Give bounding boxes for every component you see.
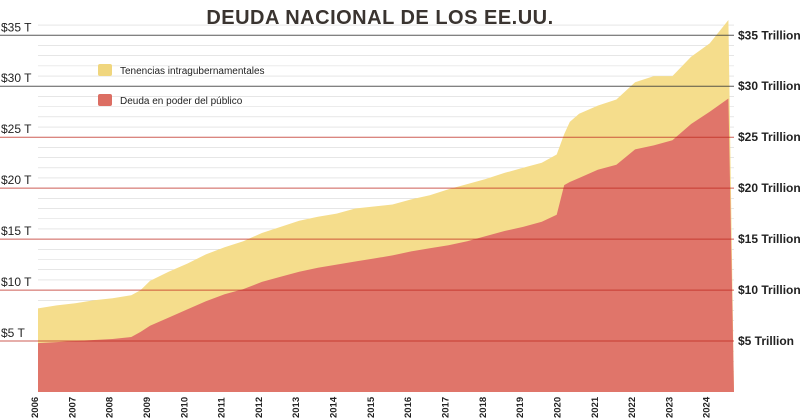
x-tick-label: 2014	[329, 396, 340, 418]
x-tick-label: 2011	[217, 397, 228, 418]
x-tick-label: 2019	[515, 397, 526, 418]
y-tick-label-left: $15 T	[1, 224, 32, 238]
x-tick-label: 2020	[552, 397, 563, 418]
y-tick-label-right: $25 Trillion	[738, 130, 800, 144]
area-series	[38, 20, 734, 392]
y-tick-label-right: $5 Trillion	[738, 334, 794, 348]
x-tick-label: 2012	[254, 397, 265, 418]
y-tick-label-right: $30 Trillion	[738, 79, 800, 93]
legend-swatch-intragovernmental	[98, 64, 112, 76]
y-tick-label-right: $15 Trillion	[738, 232, 800, 246]
legend-label-public: Deuda en poder del público	[120, 96, 243, 107]
y-tick-label-left: $5 T	[1, 326, 25, 340]
area-debt-held-by-public	[38, 98, 734, 392]
x-tick-label: 2023	[664, 397, 675, 418]
x-tick-label: 2015	[366, 396, 377, 418]
x-tick-label: 2008	[105, 397, 116, 418]
x-tick-label: 2009	[142, 397, 153, 418]
x-tick-label: 2018	[478, 397, 489, 418]
legend-label-intragovernmental: Tenencias intragubernamentales	[120, 66, 265, 77]
y-tick-label-right: $35 Trillion	[738, 28, 800, 42]
x-tick-label: 2010	[179, 397, 190, 418]
x-tick-label: 2024	[702, 396, 713, 418]
x-tick-label: 2017	[441, 397, 452, 418]
x-tick-label: 2013	[291, 397, 302, 418]
axis-ticks: $5 T $5 Trillion $10 T $10 Trillion $15 T $15…	[1, 20, 800, 418]
y-tick-label-right: $10 Trillion	[738, 283, 800, 297]
legend: Tenencias intragubernamentales Deuda en …	[98, 64, 265, 107]
x-tick-label: 2016	[403, 397, 414, 418]
major-gridlines	[0, 34, 734, 342]
y-tick-label-left: $35 T	[1, 20, 32, 34]
x-tick-label: 2022	[627, 397, 638, 418]
x-tick-label: 2007	[67, 397, 78, 418]
y-tick-label-left: $20 T	[1, 173, 32, 187]
chart-title: DEUDA NACIONAL DE LOS EE.UU.	[206, 7, 553, 29]
y-tick-label-right: $20 Trillion	[738, 181, 800, 195]
x-tick-label: 2021	[590, 396, 601, 418]
y-tick-label-left: $10 T	[1, 275, 32, 289]
x-tick-label: 2006	[30, 397, 41, 418]
y-tick-label-left: $30 T	[1, 71, 32, 85]
y-tick-label-left: $25 T	[1, 122, 32, 136]
legend-swatch-public	[98, 94, 112, 106]
